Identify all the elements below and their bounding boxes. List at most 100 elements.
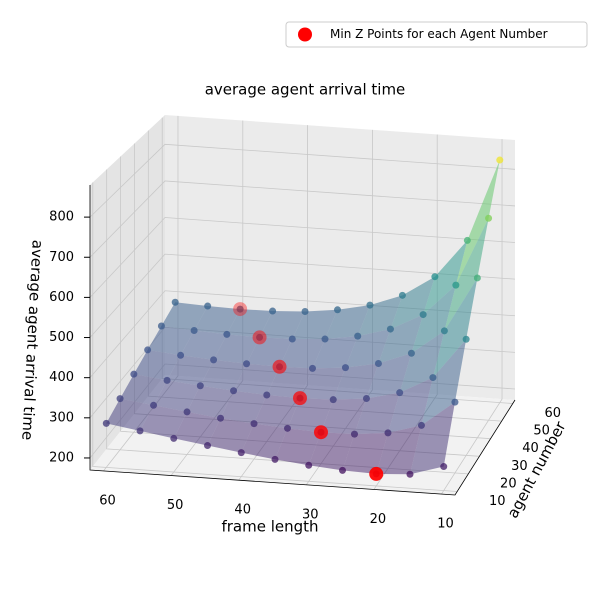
data-point [271, 455, 279, 463]
data-point [236, 305, 244, 313]
z-tick-label: 300 [49, 410, 74, 425]
data-point [406, 470, 414, 478]
y-tick-label: 60 [545, 406, 562, 421]
y-tick-label: 20 [500, 476, 517, 491]
surface-patch [207, 418, 255, 453]
grid-line [89, 143, 516, 218]
surface-patch [292, 309, 338, 340]
data-point [217, 414, 225, 422]
x-tick-label: 40 [234, 503, 251, 518]
z-tick-label: 400 [49, 370, 74, 385]
data-point [288, 335, 296, 343]
data-point [429, 374, 437, 382]
min-point [369, 466, 384, 481]
surface-patch [399, 330, 445, 393]
data-point [177, 351, 185, 359]
surface-patch [287, 398, 334, 433]
surface-patch [455, 160, 500, 286]
data-point [305, 461, 313, 469]
data-point [171, 298, 179, 306]
data-point [334, 306, 341, 314]
surface-patch [279, 338, 325, 369]
data-point [384, 429, 392, 437]
surface-patch [133, 349, 181, 381]
axis-line [89, 185, 516, 496]
data-point [329, 396, 337, 404]
data-point [263, 391, 271, 399]
data-point [284, 424, 291, 432]
surface-patch [147, 325, 195, 356]
legend-label: Min Z Points for each Agent Number [330, 27, 548, 41]
surface-patch [376, 425, 422, 475]
surface-patch [153, 380, 201, 412]
data-point [301, 308, 309, 316]
surface-patch [106, 398, 154, 431]
data-point [256, 333, 264, 341]
data-point [223, 330, 231, 338]
data-point [463, 236, 471, 244]
legend: Min Z Points for each Agent Number [285, 21, 588, 48]
surface-patch [432, 277, 478, 378]
data-point [341, 364, 349, 372]
data-point [451, 398, 459, 406]
surface-patch [308, 432, 355, 471]
data-point [130, 370, 138, 378]
data-point [170, 434, 178, 442]
surface-patch [312, 336, 358, 369]
surface-patch [421, 339, 467, 426]
z-axis-label: average agent arrival time [18, 239, 46, 440]
z-tick-label: 700 [49, 250, 74, 265]
surface-patch [233, 363, 280, 396]
data-point [321, 335, 329, 343]
data-point [354, 332, 362, 340]
data-point [374, 359, 382, 367]
surface-patch [423, 240, 468, 315]
data-point [237, 449, 245, 457]
grid-line [89, 217, 516, 298]
grid-line [89, 253, 516, 338]
min-point [233, 302, 248, 317]
y-tick-label: 40 [522, 441, 539, 456]
surface-patch [187, 385, 234, 419]
data-point [163, 376, 171, 384]
surface-patch [387, 377, 433, 433]
data-point [396, 389, 404, 397]
min-point [252, 330, 267, 345]
surface-patch [180, 330, 227, 360]
data-point [136, 427, 144, 435]
data-point [190, 327, 198, 335]
data-point [116, 395, 124, 403]
min-point [272, 359, 287, 374]
data-point [496, 156, 504, 164]
data-point [144, 346, 152, 354]
data-point [485, 214, 493, 222]
grid-line [441, 139, 503, 495]
surface-patch [266, 366, 313, 399]
y-tick-label: 10 [489, 494, 506, 509]
data-point [150, 401, 158, 409]
surface-patch [120, 374, 168, 406]
surface-patch [200, 359, 247, 391]
y-tick-label: 30 [511, 459, 528, 474]
data-point [419, 311, 427, 319]
x-axis-label: frame length [221, 518, 318, 536]
data-point [230, 387, 238, 395]
surface-patch [167, 355, 214, 386]
data-point [250, 420, 258, 428]
data-point [473, 274, 481, 282]
surface-patch [275, 428, 321, 466]
data-point [269, 307, 277, 315]
surface-patch [220, 390, 267, 424]
chart-title: average agent arrival time [205, 81, 406, 99]
legend-box [285, 21, 588, 48]
data-point [204, 302, 212, 310]
data-point [440, 327, 448, 335]
z-tick-label: 800 [49, 210, 74, 225]
min-point [313, 425, 328, 440]
surface-patch [300, 367, 346, 400]
data-point [398, 291, 406, 299]
surface-patch [213, 334, 260, 364]
data-point [204, 442, 212, 450]
x-tick-label: 20 [370, 512, 387, 527]
